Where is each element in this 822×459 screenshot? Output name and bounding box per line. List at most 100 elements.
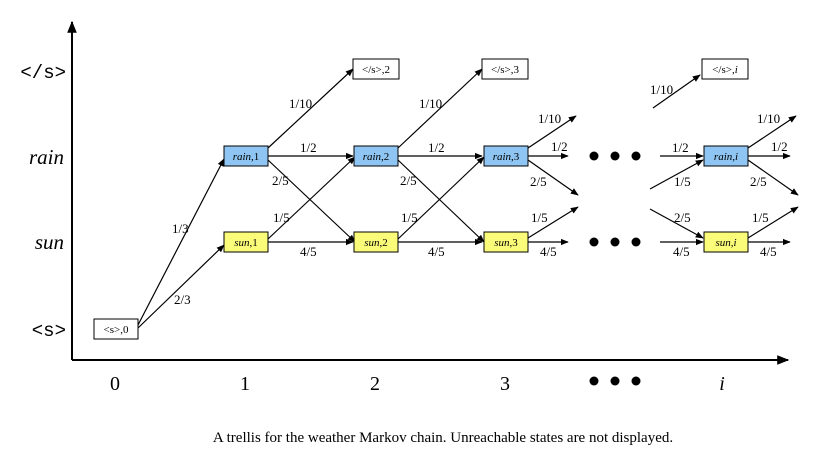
svg-text:sun,2: sun,2 [364,237,388,249]
node-sun-1: sun,1 [223,231,269,253]
figure-caption: A trellis for the weather Markov chain. … [213,430,673,446]
svg-text:sun,3: sun,3 [494,237,518,249]
prob-s1-rain: 1/5 [273,210,290,225]
prob-r3-end: 1/10 [538,111,561,126]
prob-r1-sun: 2/5 [272,173,289,188]
sun-ellipsis-dot-2 [610,237,620,247]
svg-text:rain,1: rain,1 [233,151,260,163]
x-ellipsis-dot-1 [589,376,599,386]
node-end-3-prefix: </s> [491,64,511,76]
edge-sun1-rain2 [267,156,356,240]
x-tick-i: i [719,373,725,395]
x-tick-2: 2 [370,373,380,395]
edge-start-sun1 [137,244,225,329]
edge-sun2-rain3 [397,156,485,240]
edge-sun3-rain-stub [527,206,579,239]
edge-in-rain-suni [649,208,704,239]
edge-raini-sun-stub [747,159,799,196]
node-sun-i-prefix: sun [715,237,731,249]
node-sun-2-prefix: sun [364,237,380,249]
prob-in-sun-sun: 4/5 [673,244,690,259]
node-rain-1: rain,1 [223,145,269,167]
svg-text:</s>,2: </s>,2 [362,64,390,76]
prob-in-rain-rain: 1/2 [672,140,689,155]
prob-r1-rain: 1/2 [300,140,317,155]
rain-ellipsis-dot-3 [631,151,641,161]
node-start-0-suffix: ,0 [120,324,129,336]
edge-rain2-end3 [397,68,483,149]
node-rain-i: rain,i [703,145,749,167]
prob-ri-end: 1/10 [757,111,780,126]
node-start-0-prefix: <s> [104,324,121,336]
node-end-i: </s>,i [701,58,749,80]
edge-raini-end-stub [747,115,797,149]
svg-text:sun,i: sun,i [715,237,736,249]
sun-ellipsis-dot-1 [589,237,599,247]
y-label-rain: rain [29,145,64,169]
node-sun-1-prefix: sun [234,237,250,249]
node-sun-2: sun,2 [353,231,399,253]
prob-start-rain: 1/3 [172,221,189,236]
y-label-sun: sun [35,230,64,254]
y-label-start: <s> [32,320,66,342]
prob-s2-sun: 4/5 [428,244,445,259]
prob-r1-end: 1/10 [289,96,312,111]
node-rain-i-suffix: ,i [732,151,738,163]
svg-text:sun,1: sun,1 [234,237,258,249]
edge-rain3-sun-stub [527,159,579,196]
node-sun-i: sun,i [703,231,749,253]
edge-rain3-end-stub [527,115,577,149]
prob-ri-rain: 1/2 [771,139,788,154]
node-end-2-prefix: </s> [362,64,382,76]
x-tick-1: 1 [240,373,250,395]
prob-s1-sun: 4/5 [300,244,317,259]
node-end-i-suffix: ,i [732,64,738,76]
prob-r2-rain: 1/2 [428,140,445,155]
node-rain-3-suffix: ,3 [511,151,520,163]
node-sun-3-prefix: sun [494,237,510,249]
node-end-i-prefix: </s> [712,64,732,76]
node-rain-1-suffix: ,1 [251,151,259,163]
svg-text:rain,i: rain,i [714,151,738,163]
svg-text:<s>,0: <s>,0 [104,324,129,336]
node-rain-3-prefix: rain [493,151,512,163]
x-ellipsis-dot-2 [610,376,620,386]
x-ellipsis-dot-3 [631,376,641,386]
prob-r2-sun: 2/5 [400,173,417,188]
prob-r2-end: 1/10 [419,96,442,111]
prob-s3-rain: 1/5 [531,210,548,225]
prob-start-sun: 2/3 [174,292,191,307]
prob-ri-sun: 2/5 [750,174,767,189]
x-tick-0: 0 [110,373,120,395]
node-rain-2-prefix: rain [363,151,382,163]
svg-text:rain,3: rain,3 [493,151,520,163]
edge-in-sun-raini [649,159,704,190]
prob-in-rain-sun: 2/5 [674,210,691,225]
rain-ellipsis-dot-1 [589,151,599,161]
rain-ellipsis-dot-2 [610,151,620,161]
node-end-2-suffix: ,2 [382,64,390,76]
edge-in-endi [652,74,701,109]
node-end-3-suffix: ,3 [511,64,520,76]
x-tick-3: 3 [500,373,510,395]
prob-si-rain: 1/5 [752,210,769,225]
node-start-0: <s>,0 [93,318,139,340]
node-sun-2-suffix: ,2 [380,237,388,249]
node-end-2: </s>,2 [352,58,400,80]
node-sun-3-suffix: ,3 [510,237,519,249]
node-end-3: </s>,3 [481,58,529,80]
prob-in-sun-rain: 1/5 [674,174,691,189]
svg-text:</s>,i: </s>,i [712,64,738,76]
prob-r3-sun: 2/5 [530,174,547,189]
prob-s3-sun: 4/5 [540,244,557,259]
node-rain-i-prefix: rain [714,151,733,163]
edge-suni-rain-stub [747,206,799,239]
node-rain-1-prefix: rain [233,151,252,163]
edge-rain1-end2 [267,68,354,149]
edge-rain1-sun2 [267,159,356,243]
prob-in-end: 1/10 [650,82,673,97]
prob-r3-rain: 1/2 [551,139,568,154]
edge-start-rain1 [137,158,225,326]
edge-rain2-sun3 [397,159,485,243]
